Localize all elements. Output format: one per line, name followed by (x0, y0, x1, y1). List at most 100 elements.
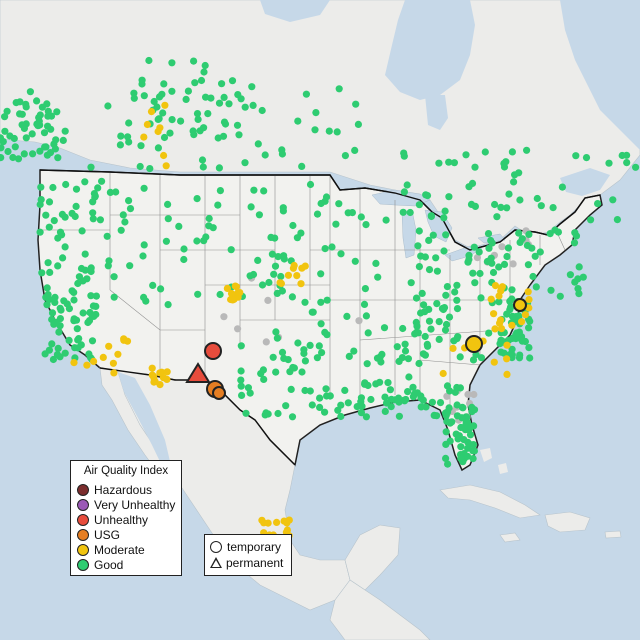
station-marker[interactable] (103, 232, 111, 240)
station-marker[interactable] (150, 374, 158, 382)
station-marker[interactable] (279, 207, 287, 215)
station-marker[interactable] (214, 201, 222, 209)
station-marker[interactable] (43, 151, 52, 159)
station-marker[interactable] (190, 57, 198, 65)
station-marker[interactable] (180, 255, 188, 264)
station-marker[interactable] (435, 159, 443, 167)
station-marker[interactable] (301, 357, 309, 365)
station-marker[interactable] (382, 216, 390, 224)
station-marker[interactable] (262, 338, 270, 346)
station-marker[interactable] (258, 281, 267, 289)
station-marker[interactable] (153, 103, 161, 111)
station-marker[interactable] (74, 279, 82, 288)
station-marker[interactable] (125, 197, 133, 205)
station-marker[interactable] (138, 76, 146, 84)
station-marker[interactable] (441, 207, 449, 215)
station-marker[interactable] (301, 298, 309, 306)
station-marker[interactable] (40, 129, 49, 137)
station-marker[interactable] (74, 344, 82, 352)
station-marker[interactable] (301, 262, 309, 270)
station-marker[interactable] (46, 268, 54, 276)
station-marker[interactable] (517, 333, 526, 341)
station-marker[interactable] (59, 136, 67, 144)
station-marker[interactable] (311, 126, 319, 134)
station-marker[interactable] (451, 288, 459, 296)
station-marker[interactable] (442, 428, 450, 436)
station-marker[interactable] (421, 308, 429, 316)
station-marker[interactable] (136, 162, 144, 171)
station-marker[interactable] (376, 353, 384, 361)
station-marker[interactable] (308, 401, 316, 409)
station-marker[interactable] (566, 271, 575, 279)
station-marker[interactable] (194, 290, 202, 298)
station-marker[interactable] (504, 244, 512, 252)
station-marker[interactable] (154, 144, 162, 152)
station-marker[interactable] (487, 295, 495, 303)
station-marker[interactable] (289, 363, 297, 372)
station-marker[interactable] (168, 59, 176, 67)
station-marker[interactable] (110, 369, 118, 377)
station-marker[interactable] (57, 306, 65, 314)
station-marker[interactable] (287, 385, 295, 393)
station-marker[interactable] (214, 134, 222, 142)
station-marker[interactable] (415, 227, 423, 235)
station-marker[interactable] (237, 376, 245, 384)
station-marker[interactable] (106, 188, 114, 196)
station-marker[interactable] (65, 336, 73, 344)
station-marker[interactable] (28, 150, 37, 158)
station-marker[interactable] (575, 263, 583, 271)
station-marker[interactable] (246, 389, 254, 397)
station-marker[interactable] (579, 273, 587, 281)
station-marker[interactable] (38, 269, 46, 277)
station-marker[interactable] (536, 248, 544, 256)
station-marker[interactable] (322, 193, 331, 201)
station-marker[interactable] (56, 353, 64, 361)
station-marker[interactable] (477, 354, 485, 362)
station-marker[interactable] (0, 144, 5, 152)
station-marker[interactable] (425, 236, 433, 244)
station-marker[interactable] (163, 368, 171, 376)
station-marker[interactable] (521, 311, 530, 319)
station-marker[interactable] (556, 292, 564, 300)
station-marker[interactable] (48, 309, 57, 317)
station-marker[interactable] (81, 250, 89, 258)
station-marker[interactable] (398, 354, 406, 362)
station-marker[interactable] (497, 325, 506, 333)
station-marker[interactable] (284, 356, 292, 364)
station-marker[interactable] (481, 148, 489, 156)
station-marker[interactable] (260, 187, 268, 195)
station-marker[interactable] (272, 368, 280, 376)
station-marker[interactable] (453, 401, 461, 409)
station-marker[interactable] (166, 129, 174, 137)
station-marker[interactable] (469, 356, 478, 364)
station-marker[interactable] (300, 346, 308, 354)
station-marker[interactable] (175, 222, 183, 230)
station-marker[interactable] (456, 384, 464, 392)
station-marker[interactable] (449, 344, 457, 352)
station-marker[interactable] (524, 261, 533, 269)
station-marker[interactable] (45, 198, 54, 206)
station-marker[interactable] (257, 370, 265, 378)
station-marker[interactable] (220, 118, 229, 126)
station-marker[interactable] (469, 455, 477, 463)
station-marker[interactable] (387, 395, 395, 403)
station-marker[interactable] (88, 311, 96, 319)
station-marker[interactable] (361, 380, 369, 388)
station-marker[interactable] (464, 444, 472, 452)
station-marker[interactable] (547, 286, 555, 294)
station-marker[interactable] (367, 395, 375, 404)
station-marker[interactable] (87, 292, 95, 300)
station-marker[interactable] (613, 216, 622, 224)
station-marker[interactable] (250, 186, 258, 194)
station-marker[interactable] (430, 411, 438, 419)
station-marker[interactable] (313, 210, 322, 218)
station-marker[interactable] (157, 285, 165, 293)
station-marker[interactable] (420, 301, 428, 309)
station-marker[interactable] (225, 100, 233, 108)
station-marker[interactable] (427, 325, 435, 333)
station-marker[interactable] (443, 283, 451, 291)
station-marker[interactable] (145, 56, 153, 65)
station-marker[interactable] (443, 392, 451, 400)
station-marker[interactable] (218, 80, 226, 88)
station-marker[interactable] (294, 339, 302, 347)
